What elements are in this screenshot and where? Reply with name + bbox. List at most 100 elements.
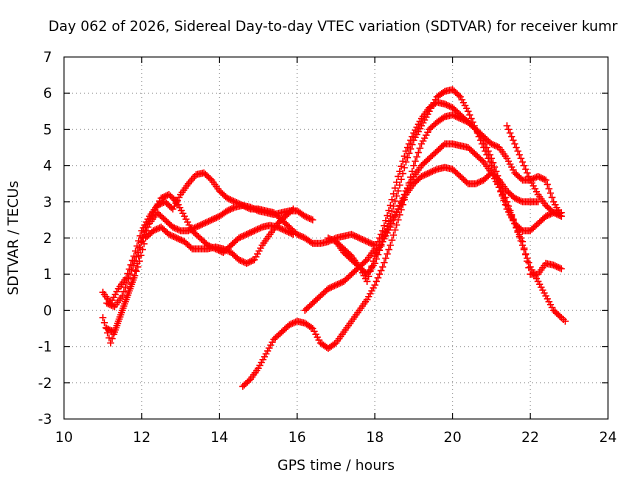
data-point [243,230,251,238]
data-point [522,165,530,173]
data-point [236,256,244,264]
data-point [397,162,405,170]
data-point [545,185,553,193]
data-point [393,209,401,217]
data-point [545,211,553,219]
data-point [380,259,388,267]
data-point [388,236,396,244]
data-point [111,328,119,336]
data-point [115,315,123,323]
data-point [129,276,137,284]
data-point [469,118,477,126]
data-point [421,171,429,179]
data-point [169,223,177,231]
data-point [475,133,483,141]
data-point [441,100,449,108]
data-point [309,216,317,224]
data-point [307,215,315,223]
data-point [138,233,146,241]
data-point [508,212,516,220]
data-point [298,233,306,241]
data-point [156,224,164,232]
data-point [307,323,315,331]
data-point [174,235,182,243]
data-point [503,201,511,209]
data-point [138,246,146,254]
data-point [123,279,131,287]
data-point [382,254,390,262]
data-point [324,285,332,293]
data-point [445,102,453,110]
data-point [285,321,293,329]
data-point [198,220,206,228]
data-point [108,335,116,343]
data-point [498,191,506,199]
x-axis-label: GPS time / hours [277,458,394,474]
data-point [386,241,394,249]
data-point [481,147,489,155]
data-point [386,223,394,231]
data-point [100,319,108,327]
data-point [296,232,304,240]
data-point [153,201,161,209]
data-point [288,206,296,214]
data-point [326,284,334,292]
y-tick-label: 6 [43,86,52,102]
data-point [173,225,181,233]
data-point [337,279,345,287]
x-tick-label: 14 [211,430,229,446]
data-point [249,256,257,264]
data-point [103,325,111,332]
data-point [505,205,513,213]
data-point [219,245,227,253]
data-point [137,251,145,259]
data-point [246,258,254,266]
data-point [391,226,399,234]
data-point [363,238,371,246]
data-point [478,140,486,148]
data-point [197,221,205,229]
data-point [464,107,472,115]
data-point [225,206,233,214]
data-point [163,191,171,199]
y-axis-label: SDTVAR / TECUs [6,181,22,296]
data-point [525,172,533,180]
data-point [354,233,362,241]
data-point [228,205,236,213]
data-point [137,238,145,246]
data-point [508,133,516,141]
data-point [399,157,407,165]
data-point [450,112,458,120]
data-point [546,189,554,197]
data-point [515,230,523,238]
data-point [511,194,519,202]
data-point [483,151,491,159]
data-point [383,212,391,220]
data-point [537,174,545,182]
data-point [515,151,523,159]
data-point [149,227,157,235]
data-point [391,197,399,205]
data-point [295,231,303,239]
data-point [383,250,391,258]
data-point [536,173,544,181]
data-point [466,111,474,119]
data-point [439,114,447,122]
data-point [121,298,129,306]
data-point [330,340,338,348]
data-point [425,169,433,177]
data-point [509,136,517,144]
data-point [326,235,334,243]
data-point [391,212,399,220]
data-point [512,144,520,151]
data-point [106,301,114,309]
data-point [523,257,531,265]
data-point [201,219,209,227]
data-point [431,166,439,174]
series-track-1 [99,169,379,307]
data-point [157,194,165,202]
data-point [226,205,234,213]
data-point [414,149,422,157]
series [99,86,569,390]
data-point [165,230,173,238]
